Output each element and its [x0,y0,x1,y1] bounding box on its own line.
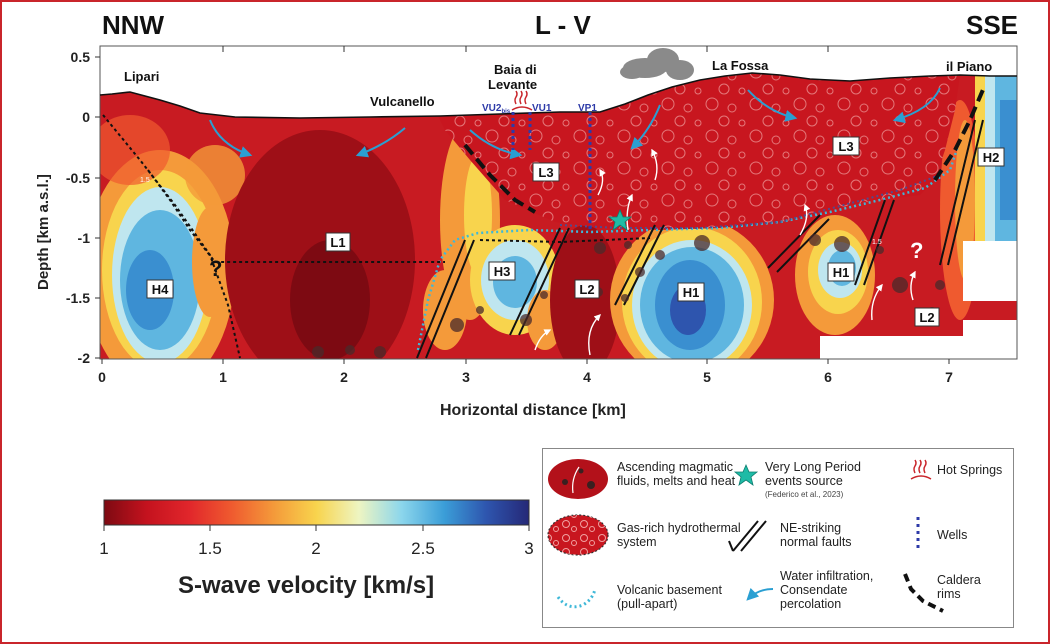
unknown-marker: ? [209,256,222,281]
y-axis-title: Depth [km a.s.l.] [35,174,52,290]
well-label-vu2: VU2bis [482,103,511,115]
place-label-lipari: Lipari [124,69,159,84]
wells-markers [511,112,592,230]
legend-faults-label: NE-striking normal faults [780,521,852,549]
x-tick-label: 3 [462,369,470,385]
orientation-right-label: SSE [966,10,1019,40]
l1-boundary-bottom [147,169,445,263]
volcanic-plume-icon [620,48,694,80]
legend-caldera-label: Caldera rims [937,573,981,601]
rising-fluid-arrows [534,148,916,356]
colorbar-tick-label: 1.5 [198,539,222,558]
legend-basement-label: Volcanic basement (pull-apart) [617,583,722,611]
magmatic-fluid-dots [312,234,945,358]
x-tick-label: 4 [583,369,591,385]
zone-label-h4: H4 [152,282,169,297]
place-label-la-fossa: La Fossa [712,58,769,73]
colorbar-tick-label: 1 [99,539,108,558]
x-axis-title: Horizontal distance [km] [440,402,626,419]
y-tick-label: 0 [82,109,90,125]
zone-label-l2: L2 [919,310,934,325]
zone-label-l3: L3 [538,165,553,180]
legend-hot-springs-label: Hot Springs [937,463,1003,477]
x-tick-label: 7 [945,369,953,385]
normal-faults [416,119,984,359]
water-arrow-symbol [746,587,774,601]
x-tick-label: 2 [340,369,348,385]
hot-springs-icon [511,90,533,111]
hot-springs-symbol [910,459,932,480]
colorbar-title: S-wave velocity [km/s] [178,572,435,599]
volcanic-basement-line [416,139,962,351]
legend-water-label: Water infiltration, Consendate percolation [780,569,874,611]
place-label-baia-1: Baia di [494,62,537,77]
colorbar-tick-label: 2.5 [411,539,435,558]
vlp-source-icon [607,208,633,231]
h-boundary-dotted [479,237,651,244]
zone-label-h3: H3 [494,264,511,279]
plot-frame [99,45,1018,360]
caldera-symbol [903,573,944,613]
zone-label-h2: H2 [983,150,1000,165]
legend-symbols [547,459,944,613]
zone-label-l3: L3 [838,139,853,154]
x-tick-label: 5 [703,369,711,385]
legend-vlp-reference: (Federico et al., 2023) [765,490,844,499]
colorbar-tick-label: 2 [311,539,320,558]
y-tick-label: 0.5 [71,49,91,65]
water-infiltration-arrows [209,87,941,160]
x-tick-label: 1 [219,369,227,385]
hydrothermal-base-line [559,174,941,229]
l1-boundary-left [102,114,241,359]
colorbar-tick-label: 3 [524,539,533,558]
legend: Ascending magmatic fluids, melts and heat… [542,448,1014,628]
legend-ascending-label: Ascending magmatic fluids, melts and heat [617,460,736,488]
vlp-star-symbol [733,463,759,486]
gas-hydrothermal-symbol [547,514,609,556]
legend-vlp-label: Very Long Period events source [765,460,861,488]
caldera-rim-left [463,143,537,214]
ascending-fluids-symbol [548,459,608,499]
contour-label: 1.5 [140,177,150,184]
unknown-marker: ? [910,238,923,263]
zone-label-h1: H1 [833,265,850,280]
well-label-vp1: VP1 [578,103,597,114]
x-tick-label: 6 [824,369,832,385]
caldera-rim-right [933,84,987,182]
colorbar [103,499,530,526]
y-tick-label: -0.5 [66,170,90,186]
zone-label-l1: L1 [330,235,345,250]
orientation-left-label: NNW [102,10,165,40]
fault-symbol [728,520,767,552]
zone-label-h1: H1 [683,285,700,300]
contour-label: 1.5 [872,239,882,246]
topography-line [99,72,1017,119]
x-tick-label: 0 [98,369,106,385]
well-label-vu1: VU1 [532,103,552,114]
legend-wells-label: Wells [937,528,968,542]
place-label-baia-2: Levante [488,77,537,92]
section-name-label: L - V [535,10,591,40]
place-label-il-piano: il Piano [946,59,992,74]
place-label-vulcanello: Vulcanello [370,94,435,109]
zone-label-l2: L2 [579,282,594,297]
basement-symbol [556,588,597,609]
y-tick-label: -2 [78,350,91,366]
axis-ticks [95,46,950,364]
colorbar-ticks [103,525,530,531]
y-tick-label: -1 [78,230,91,246]
legend-gas-label: Gas-rich hydrothermal system [617,521,741,549]
y-tick-label: -1.5 [66,290,90,306]
